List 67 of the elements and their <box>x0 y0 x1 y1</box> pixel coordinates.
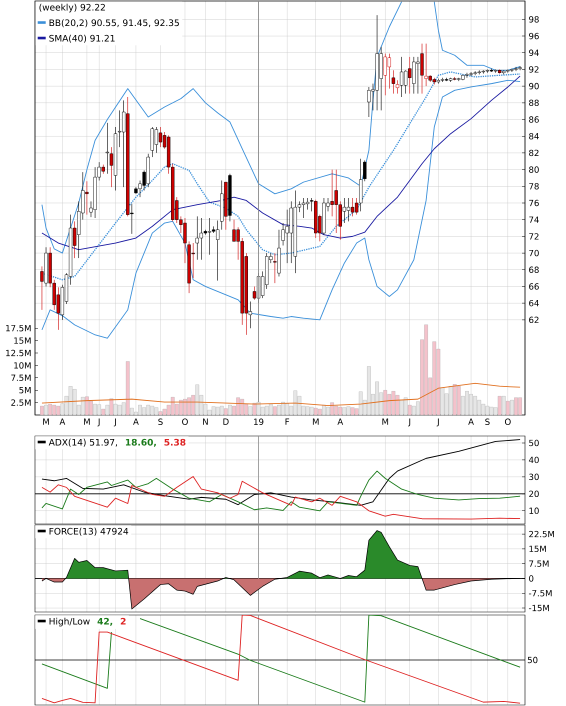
x-tick-label: J <box>408 418 410 426</box>
x-tick-label: N <box>203 418 208 425</box>
y-tick-label: 66 <box>529 283 539 290</box>
y-tick-label: 30 <box>529 474 539 480</box>
y-tick-label: 78 <box>529 183 539 190</box>
x-tick-label: S <box>485 418 490 425</box>
y-tick-label: 62 <box>529 316 539 324</box>
x-tick-label: A <box>60 418 66 425</box>
text: 18.60, <box>126 438 156 447</box>
y-tick-label: 7.5M <box>529 560 549 567</box>
y-tick-label: -15M <box>528 604 549 612</box>
text: 5.38 <box>164 438 186 446</box>
y-tick-label: 0 <box>529 575 534 582</box>
y-tick-label: 10M <box>14 362 31 369</box>
x-tick-label: A <box>337 418 344 425</box>
series-label: 2 <box>120 618 126 625</box>
y-tick-label: 22.5M <box>529 530 554 538</box>
series-label: 42, <box>98 618 112 626</box>
y-tick-label: 10 <box>529 508 539 514</box>
y-tick-label: 15M <box>529 546 546 552</box>
x-tick-label: O <box>182 418 188 425</box>
x-tick-label: A <box>133 418 139 425</box>
y-tick-label: 94 <box>529 50 539 56</box>
x-tick-label: M <box>84 418 90 425</box>
y-tick-label: 50 <box>529 440 539 446</box>
y-tick-label: 90 <box>529 82 539 90</box>
legend-label: FORCE(13) 47924 <box>50 528 128 536</box>
y-tick-label: 82 <box>529 150 539 156</box>
x-tick-label: A <box>468 418 474 425</box>
y-tick-label: 15M <box>14 337 31 344</box>
y-tick-label: 92 <box>529 66 539 73</box>
chart-title: (weekly) 92.22 <box>39 4 105 12</box>
y-tick-label: 68 <box>529 266 539 273</box>
y-tick-label: 98 <box>529 16 539 23</box>
y-tick-label: 88 <box>529 100 539 106</box>
x-tick-label: M <box>382 418 388 425</box>
x-tick-label: M <box>43 418 49 425</box>
y-tick-label: 72 <box>529 233 539 240</box>
x-tick-label: F <box>286 418 290 425</box>
y-tick-label: 12.5M <box>6 350 31 356</box>
y-tick-label: 20 <box>529 490 539 498</box>
y-tick-label: 64 <box>529 300 539 306</box>
y-tick-label: 7.5M <box>11 374 31 381</box>
y-tick-label: 76 <box>529 200 539 206</box>
y-tick-label: 84 <box>529 133 539 140</box>
y-tick-label: 80 <box>529 166 539 173</box>
y-tick-label: 2.5M <box>11 399 31 406</box>
legend-label: BB(20,2) 90.55, 91.45, 92.35 <box>50 19 179 28</box>
legend-label: SMA(40) 91.21 <box>49 34 115 43</box>
x-tick-label: O <box>504 418 511 425</box>
x-tick-label: J <box>97 418 100 426</box>
x-tick-label: 19 <box>254 418 264 425</box>
legend-title: High/Low <box>50 618 90 626</box>
y-tick-label: 86 <box>529 116 539 123</box>
x-tick-label: J <box>114 418 116 426</box>
y-tick-label: 74 <box>529 216 539 223</box>
y-tick-label: 96 <box>529 32 539 40</box>
y-tick-label: 40 <box>528 456 539 464</box>
x-tick-label: M <box>312 418 319 425</box>
y-tick-label: -7.5M <box>528 590 552 596</box>
y-tick-label: 5M <box>19 387 31 394</box>
x-tick-label: J <box>436 418 439 426</box>
legend-label: ADX(14) 51.97, <box>48 438 118 447</box>
y-tick-label: 70 <box>529 250 539 256</box>
x-tick-label: S <box>158 418 163 425</box>
x-tick-label: D <box>223 418 229 425</box>
y-tick-label: 17.5M <box>6 325 31 332</box>
